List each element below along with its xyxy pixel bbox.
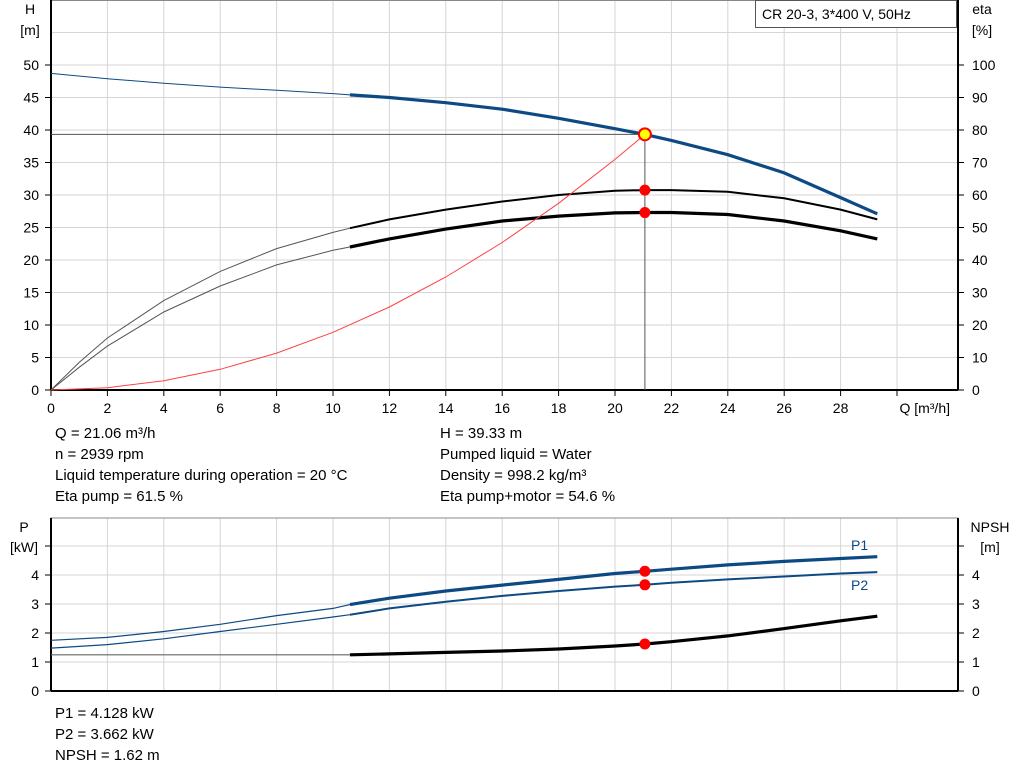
y2-tick-label: 3 <box>972 596 980 612</box>
info-top-left: Q = 21.06 m³/h n = 2939 rpm Liquid tempe… <box>55 423 347 507</box>
title-box <box>755 0 957 28</box>
y2-tick-label: 4 <box>972 567 980 583</box>
curve-head-extended <box>50 72 350 96</box>
curve-eta-pump <box>349 189 878 230</box>
x-tick-label: 12 <box>382 400 398 416</box>
x-axis-label: Q [m³/h] <box>899 400 950 416</box>
chart-title: CR 20-3, 3*400 V, 50Hz <box>762 6 911 22</box>
curve-p2 <box>349 571 878 616</box>
y-tick-label: 5 <box>31 350 39 366</box>
info-density: Density = 998.2 kg/m³ <box>440 467 587 484</box>
x-tick-label: 14 <box>438 400 454 416</box>
x-tick-label: 10 <box>325 400 341 416</box>
info-eta-pump: Eta pump = 61.5 % <box>55 488 183 505</box>
info-speed: n = 2939 rpm <box>55 446 144 463</box>
curve-p1 <box>349 555 878 607</box>
y2-axis-label-bottom: NPSH <box>971 519 1010 535</box>
y-tick-label: 25 <box>23 220 39 236</box>
y-tick-label: 1 <box>31 654 39 670</box>
y-tick-label: 2 <box>31 625 39 641</box>
duty-point-marker <box>637 127 652 142</box>
y-tick-label: 10 <box>23 317 39 333</box>
x-tick-label: 18 <box>551 400 567 416</box>
y-tick-label: 4 <box>31 567 39 583</box>
info-flow: Q = 21.06 m³/h <box>55 425 156 442</box>
x-tick-label: 8 <box>273 400 281 416</box>
series-label-p2: P2 <box>851 577 868 593</box>
curve-p2-extended <box>50 614 350 649</box>
y-axis-label: H <box>25 1 35 17</box>
x-tick-label: 16 <box>494 400 510 416</box>
y2-tick-label: 10 <box>972 350 988 366</box>
curve-system-curve <box>50 134 646 391</box>
y2-tick-label: 2 <box>972 625 980 641</box>
y2-tick-label: 100 <box>972 57 996 73</box>
curve-head <box>349 93 878 216</box>
series-label-p1: P1 <box>851 537 868 553</box>
info-p2: P2 = 3.662 kW <box>55 726 154 743</box>
y2-tick-label: 1 <box>972 654 980 670</box>
eta-pump-motor-point-marker <box>639 207 651 219</box>
y-axis-unit-bottom: [kW] <box>10 539 38 555</box>
info-top-right: H = 39.33 m Pumped liquid = Water Densit… <box>440 423 615 507</box>
info-eta-pump-motor: Eta pump+motor = 54.6 % <box>440 488 616 505</box>
x-tick-label: 26 <box>776 400 792 416</box>
x-tick-label: 24 <box>720 400 736 416</box>
y-tick-label: 45 <box>23 90 39 106</box>
info-head: H = 39.33 m <box>440 425 523 442</box>
y-tick-label: 50 <box>23 57 39 73</box>
info-pumped-liquid: Pumped liquid = Water <box>440 446 592 463</box>
y2-tick-label: 90 <box>972 90 988 106</box>
y-tick-label: 30 <box>23 187 39 203</box>
x-tick-label: 28 <box>833 400 849 416</box>
y-tick-label: 0 <box>31 382 39 398</box>
y-tick-label: 35 <box>23 155 39 171</box>
x-tick-label: 0 <box>47 400 55 416</box>
curve-eta-pump-extended <box>50 227 351 391</box>
curve-npsh <box>349 614 878 657</box>
y-tick-label: 0 <box>31 683 39 699</box>
y-tick-label: 20 <box>23 252 39 268</box>
info-liquid-temp: Liquid temperature during operation = 20… <box>55 467 348 484</box>
y2-tick-label: 30 <box>972 285 988 301</box>
x-tick-label: 20 <box>607 400 623 416</box>
x-tick-label: 4 <box>160 400 168 416</box>
x-tick-label: 2 <box>104 400 112 416</box>
y2-tick-label: 20 <box>972 317 988 333</box>
y2-tick-label: 50 <box>972 220 988 236</box>
p2-point-marker <box>639 579 651 591</box>
y2-tick-label: 40 <box>972 252 988 268</box>
x-tick-label: 22 <box>664 400 680 416</box>
eta-pump-point-marker <box>639 184 651 196</box>
y2-tick-label: 60 <box>972 187 988 203</box>
y-axis-label-bottom: P <box>19 519 28 535</box>
y2-tick-label: 0 <box>972 382 980 398</box>
npsh-point-marker <box>639 638 651 650</box>
y2-tick-label: 70 <box>972 155 988 171</box>
y2-axis-unit: [%] <box>972 22 992 38</box>
curve-p1-extended <box>50 604 351 641</box>
curve-eta-pump-motor <box>349 210 878 249</box>
curve-eta-pump-motor-extended <box>50 246 350 391</box>
y2-axis-label: eta <box>972 1 992 17</box>
y-tick-label: 40 <box>23 122 39 138</box>
p1-point-marker <box>639 565 651 577</box>
y2-axis-unit-bottom: [m] <box>980 539 999 555</box>
info-bottom: P1 = 4.128 kW P2 = 3.662 kW NPSH = 1.62 … <box>55 703 160 766</box>
info-npsh: NPSH = 1.62 m <box>55 747 160 764</box>
info-p1: P1 = 4.128 kW <box>55 705 154 722</box>
y2-tick-label: 0 <box>972 683 980 699</box>
y-tick-label: 3 <box>31 596 39 612</box>
y-tick-label: 15 <box>23 285 39 301</box>
x-tick-label: 6 <box>216 400 224 416</box>
y2-tick-label: 80 <box>972 122 988 138</box>
y-axis-unit: [m] <box>20 22 39 38</box>
